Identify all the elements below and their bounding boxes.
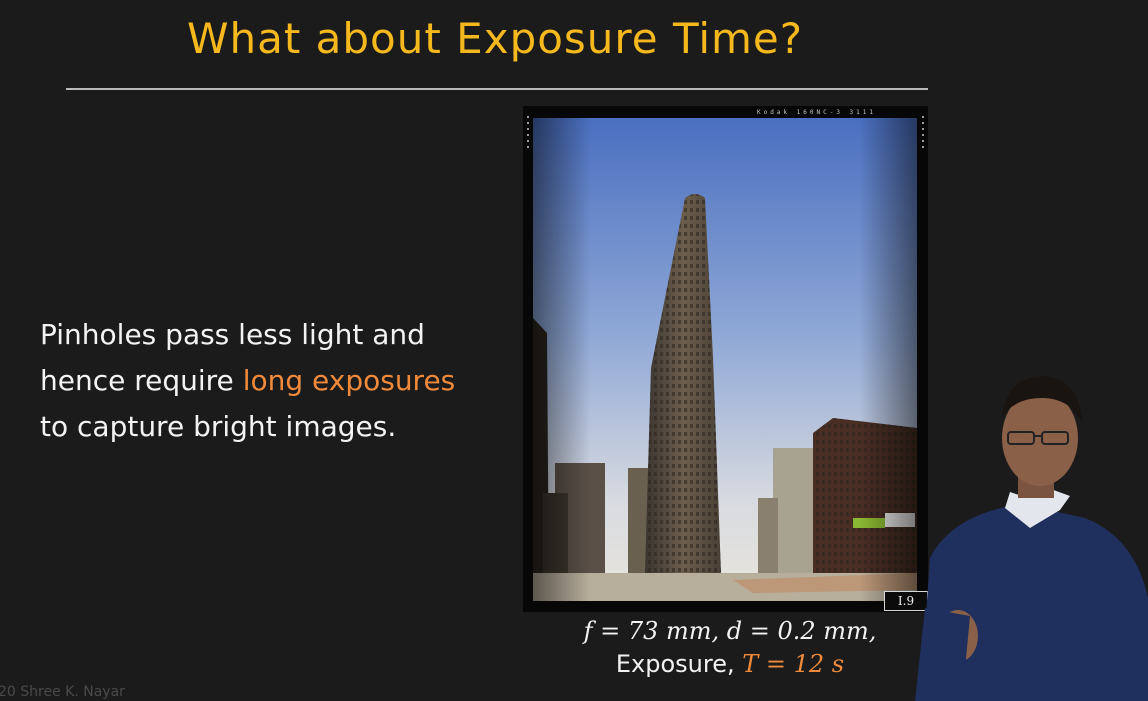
photo-image — [533, 118, 917, 601]
caption-parameters: f = 73 mm, d = 0.2 mm, — [583, 617, 877, 645]
body-line-2: hence require long exposures — [40, 358, 510, 404]
flatiron-photo: Kodak 160NC-3 3111 — [523, 106, 928, 612]
body-line-3: to capture bright images. — [40, 410, 397, 443]
slide-title: What about Exposure Time? — [186, 14, 804, 63]
plate-label: I.9 — [884, 591, 928, 611]
body-line-1: Pinholes pass less light and — [40, 318, 425, 351]
sprocket-right — [922, 116, 924, 150]
body-line-2-prefix: hence require — [40, 364, 243, 397]
sprocket-left — [527, 116, 529, 150]
presenter-video — [915, 376, 1148, 701]
exposure-value: T = 12 s — [742, 650, 845, 678]
exposure-label: Exposure, — [615, 650, 735, 678]
slide-body-text: Pinholes pass less light and hence requi… — [40, 312, 510, 450]
caption-exposure: Exposure, T = 12 s — [560, 650, 900, 678]
copyright-notice: 20 Shree K. Nayar — [0, 684, 125, 700]
long-exposures-highlight: long exposures — [242, 364, 456, 397]
title-divider — [66, 88, 928, 90]
film-marking: Kodak 160NC-3 3111 — [756, 109, 876, 116]
